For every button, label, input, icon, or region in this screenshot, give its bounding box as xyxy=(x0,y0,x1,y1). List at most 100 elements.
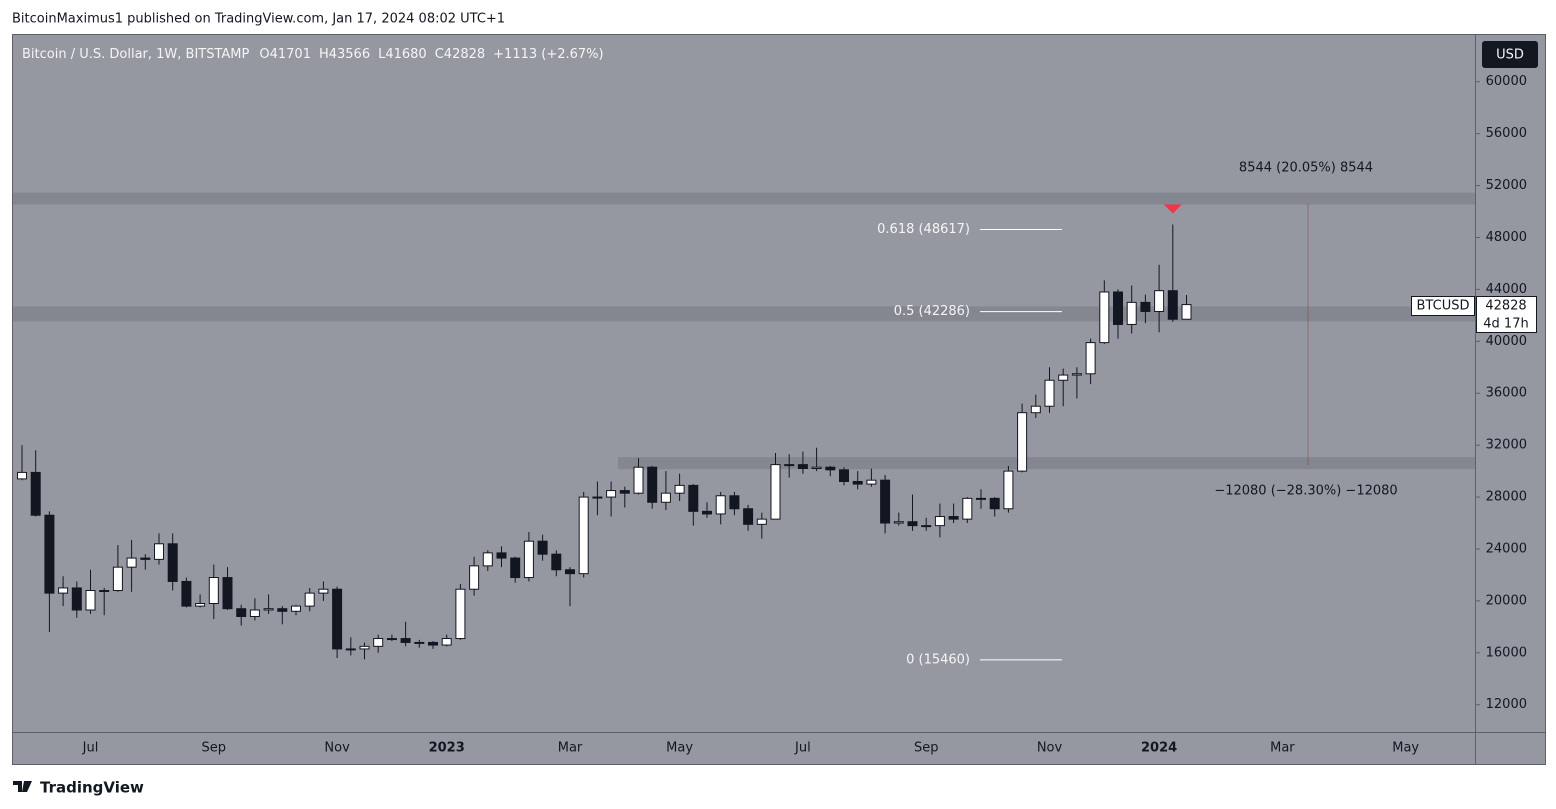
candle-body xyxy=(756,518,767,525)
candle-body xyxy=(523,540,534,579)
currency-badge xyxy=(1482,41,1538,68)
candle-body xyxy=(359,645,370,650)
candle-body xyxy=(1017,412,1028,472)
candle-body xyxy=(866,479,877,485)
candle-body xyxy=(907,521,918,527)
candle-body xyxy=(743,508,754,525)
x-tick-label: Nov xyxy=(324,741,350,756)
candle-body xyxy=(1099,291,1110,344)
candle-body xyxy=(414,641,425,644)
y-tick-label: 60000 xyxy=(1486,74,1527,89)
candle-body xyxy=(852,480,863,485)
candle-body xyxy=(181,580,192,607)
fib-label: 0.618 (48617) xyxy=(877,222,970,237)
candle-body xyxy=(606,490,617,498)
candle-body xyxy=(537,540,548,555)
candle-body xyxy=(880,479,891,524)
y-tick-label: 32000 xyxy=(1486,438,1527,453)
price-scale xyxy=(1476,35,1545,732)
legend: Bitcoin / U.S. Dollar, 1W, BITSTAMP O4170… xyxy=(22,47,604,62)
candle-body xyxy=(825,466,836,471)
candle-body xyxy=(1140,301,1151,312)
currency-label: USD xyxy=(1496,48,1524,63)
candle-body xyxy=(400,638,411,643)
candle-body xyxy=(633,466,644,494)
candle-body xyxy=(702,510,712,515)
candle-body xyxy=(688,484,699,512)
x-tick-label: Sep xyxy=(914,741,939,756)
candle-body xyxy=(208,577,219,605)
candle-body xyxy=(30,471,41,516)
candle-body xyxy=(578,496,589,575)
candle-body xyxy=(277,608,288,612)
logo-icon xyxy=(13,781,32,792)
candle-body xyxy=(469,565,480,590)
x-tick-label: May xyxy=(1392,741,1419,756)
candle-body xyxy=(71,587,82,611)
candle-body xyxy=(1154,290,1165,312)
symbol-badge xyxy=(1411,296,1475,316)
legend-title: Bitcoin / U.S. Dollar, 1W, BITSTAMP xyxy=(22,47,250,62)
last-price-badge xyxy=(1476,296,1537,333)
candle-body xyxy=(249,609,260,617)
x-tick-label: May xyxy=(666,741,693,756)
candle-body xyxy=(222,577,233,610)
y-tick-label: 44000 xyxy=(1486,282,1527,297)
candle-body xyxy=(715,495,726,515)
candle-body xyxy=(17,471,27,480)
y-tick-label: 12000 xyxy=(1486,697,1527,712)
candle-body xyxy=(592,496,603,499)
candle-body xyxy=(1071,373,1082,376)
last-price-label: 42828 xyxy=(1485,299,1526,314)
candle-body xyxy=(441,638,452,646)
zone xyxy=(13,306,1475,322)
publish-header: BitcoinMaximus1 published on TradingView… xyxy=(12,12,505,27)
candle-body xyxy=(455,588,466,640)
x-tick-label: 2023 xyxy=(429,741,465,756)
candle-body xyxy=(551,553,562,571)
signal-marker xyxy=(1163,204,1182,214)
x-tick-label: Nov xyxy=(1037,741,1063,756)
measure-label-up: 8544 (20.05%) 8544 xyxy=(1239,161,1373,176)
candle-body xyxy=(291,605,301,612)
candle-body xyxy=(482,552,493,567)
candle-body xyxy=(126,557,137,568)
x-tick-label: Jul xyxy=(82,741,99,756)
candle-body xyxy=(236,608,247,617)
symbol-label: BTCUSD xyxy=(1417,299,1470,314)
countdown-label: 4d 17h xyxy=(1483,317,1528,332)
candle-body xyxy=(1030,405,1041,414)
candle-body xyxy=(948,516,959,520)
candle-body xyxy=(1003,470,1014,510)
candle-body xyxy=(167,543,178,582)
candle-body xyxy=(962,497,973,520)
zones xyxy=(13,192,1475,470)
candle-body xyxy=(1044,379,1055,407)
y-tick-label: 20000 xyxy=(1486,593,1527,608)
footer-logo xyxy=(13,781,32,792)
legend-open: O41701 xyxy=(259,47,311,62)
fib-label: 0 (15460) xyxy=(906,652,970,667)
candle-body xyxy=(647,466,658,503)
y-tick-label: 24000 xyxy=(1486,541,1527,556)
candle-body xyxy=(318,588,329,594)
candle-body xyxy=(195,603,206,607)
candle-body xyxy=(510,557,521,579)
candle-body xyxy=(839,469,849,482)
candle-body xyxy=(893,521,904,524)
legend-high: H43566 xyxy=(319,47,370,62)
candle-body xyxy=(934,516,945,527)
legend-low: L41680 xyxy=(378,47,427,62)
y-tick-label: 40000 xyxy=(1486,334,1527,349)
legend-change: +1113 (+2.67%) xyxy=(493,47,603,62)
candle-body xyxy=(976,497,986,500)
candle-body xyxy=(44,514,55,594)
zone xyxy=(13,192,1475,205)
plot-background xyxy=(12,34,1546,765)
fib-label: 0.5 (42286) xyxy=(894,304,970,319)
candles xyxy=(17,224,1192,660)
candle-body xyxy=(112,566,123,592)
candle-body xyxy=(428,641,438,646)
y-tick-label: 56000 xyxy=(1486,126,1527,141)
